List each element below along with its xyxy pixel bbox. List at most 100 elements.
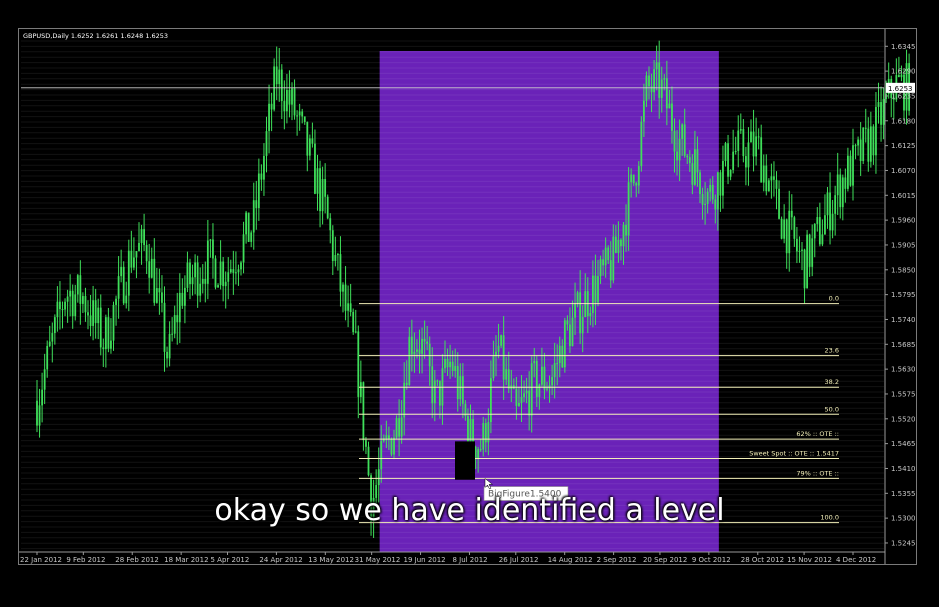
candle	[94, 288, 97, 339]
candle-body	[140, 229, 143, 243]
candle	[153, 238, 156, 306]
candle-body	[237, 269, 240, 273]
candle	[178, 273, 181, 343]
candle-body	[711, 184, 714, 200]
candle	[150, 247, 153, 279]
candle-body	[592, 275, 594, 313]
candle	[84, 287, 87, 322]
candle	[816, 207, 819, 232]
candle	[704, 182, 706, 225]
candle-body	[490, 378, 492, 423]
candle	[176, 292, 179, 345]
candle	[263, 143, 265, 196]
candle	[490, 360, 492, 434]
candle	[785, 218, 788, 269]
candle-body	[507, 369, 510, 389]
candle-body	[467, 416, 469, 450]
y-tick-label: 1.5355	[891, 490, 916, 498]
candle	[729, 169, 732, 181]
candle	[757, 128, 760, 150]
candle	[286, 73, 288, 124]
candle-body	[326, 196, 329, 219]
candle-body	[400, 417, 403, 437]
candle-body	[579, 292, 582, 334]
candle-body	[117, 276, 120, 299]
candle-body	[535, 360, 538, 397]
candle	[423, 320, 426, 359]
candle-body	[599, 259, 602, 277]
candle-body	[288, 89, 291, 105]
candle-body	[380, 441, 383, 470]
chart-title: GBPUSD,Daily 1.6252 1.6261 1.6248 1.6253	[23, 32, 168, 40]
candle	[877, 82, 880, 124]
candle-body	[750, 131, 752, 143]
candle-body	[530, 363, 533, 416]
candle-body	[880, 102, 882, 125]
candle	[240, 260, 242, 276]
candle	[849, 150, 852, 187]
candle-body	[497, 345, 500, 352]
candle-body	[291, 88, 293, 105]
candle-body	[793, 217, 796, 239]
candle	[461, 363, 464, 419]
candle-body	[643, 100, 645, 122]
candle	[724, 141, 727, 167]
candle	[658, 40, 661, 119]
candle-body	[635, 183, 638, 186]
candle	[778, 180, 780, 220]
candle	[487, 408, 490, 456]
candle-body	[857, 139, 859, 146]
candle	[53, 314, 56, 345]
candle-body	[472, 418, 474, 447]
candle	[609, 241, 612, 288]
candle	[257, 158, 260, 221]
x-tick-label: 8 Jul 2012	[452, 556, 487, 564]
candle	[426, 325, 429, 351]
candle-body	[477, 449, 480, 459]
candle	[71, 284, 74, 329]
candle-body	[171, 333, 174, 335]
candle	[252, 182, 255, 250]
candle-body	[53, 317, 56, 334]
candle-body	[186, 262, 189, 288]
candle-body	[671, 103, 673, 131]
candle	[561, 339, 564, 368]
candle-body	[270, 103, 273, 110]
candle	[474, 445, 477, 470]
candle-body	[683, 124, 686, 156]
candle-body	[653, 69, 655, 93]
candle-body	[178, 292, 181, 323]
candle-body	[461, 376, 464, 404]
candle-body	[349, 303, 352, 312]
candle-body	[43, 369, 46, 390]
candle	[602, 249, 604, 276]
candle	[599, 255, 602, 284]
candle-body	[701, 193, 704, 205]
tooltip-label: BigFigure1.5400	[488, 490, 562, 500]
candle-body	[130, 250, 133, 268]
candle	[691, 154, 694, 195]
candle	[201, 264, 204, 294]
candle	[803, 248, 806, 304]
candle-body	[385, 435, 388, 439]
candle-body	[418, 349, 421, 354]
candle-body	[66, 296, 69, 302]
candle	[655, 45, 658, 91]
candle	[722, 145, 724, 209]
candle-body	[127, 250, 130, 296]
candle-body	[224, 281, 227, 287]
candle-body	[632, 174, 635, 184]
candle	[714, 194, 717, 224]
candle	[385, 420, 388, 449]
candle	[206, 220, 209, 300]
candle	[148, 243, 151, 294]
candle-body	[757, 136, 760, 138]
candle-body	[148, 261, 151, 278]
candle	[390, 437, 393, 457]
candle-body	[398, 418, 400, 437]
candle-body	[660, 79, 663, 98]
candle-body	[163, 302, 166, 352]
candle	[127, 239, 130, 312]
candle-body	[760, 137, 763, 183]
candle-body	[836, 174, 839, 196]
